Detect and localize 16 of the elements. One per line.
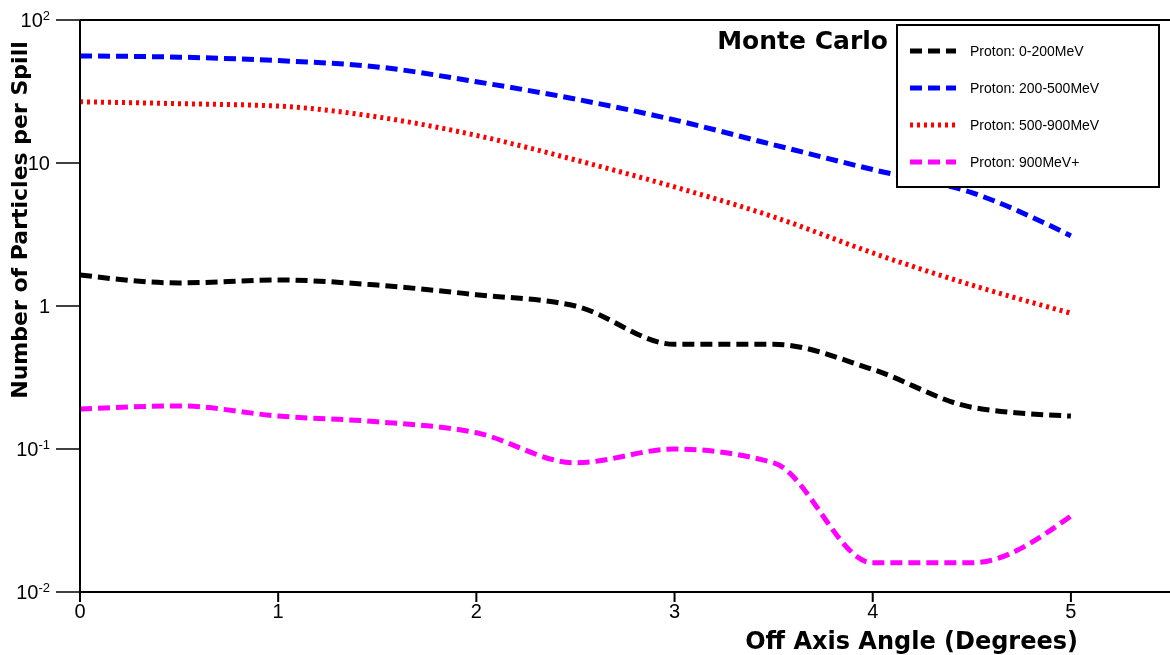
legend-label: Proton: 0-200MeV bbox=[970, 42, 1084, 59]
legend-label: Proton: 900MeV+ bbox=[970, 153, 1080, 170]
y-tick-label: 1 bbox=[38, 295, 50, 317]
x-tick-label: 0 bbox=[74, 600, 86, 622]
x-tick-label: 1 bbox=[272, 600, 284, 622]
x-tick-label: 4 bbox=[867, 600, 879, 622]
x-axis-title: Off Axis Angle (Degrees) bbox=[745, 627, 1078, 655]
x-tick-label: 5 bbox=[1065, 600, 1077, 622]
x-tick-label: 3 bbox=[668, 600, 681, 622]
legend-label: Proton: 500-900MeV bbox=[970, 116, 1100, 133]
chart-title: Monte Carlo bbox=[717, 26, 888, 55]
y-tick-label: 10$^{-2}$ bbox=[16, 579, 50, 603]
legend-label: Proton: 200-500MeV bbox=[970, 79, 1100, 96]
y-tick-label: 10$^{-1}$ bbox=[16, 436, 50, 460]
y-tick-label: 10$^{2}$ bbox=[20, 7, 50, 31]
x-tick-label: 2 bbox=[470, 600, 482, 622]
